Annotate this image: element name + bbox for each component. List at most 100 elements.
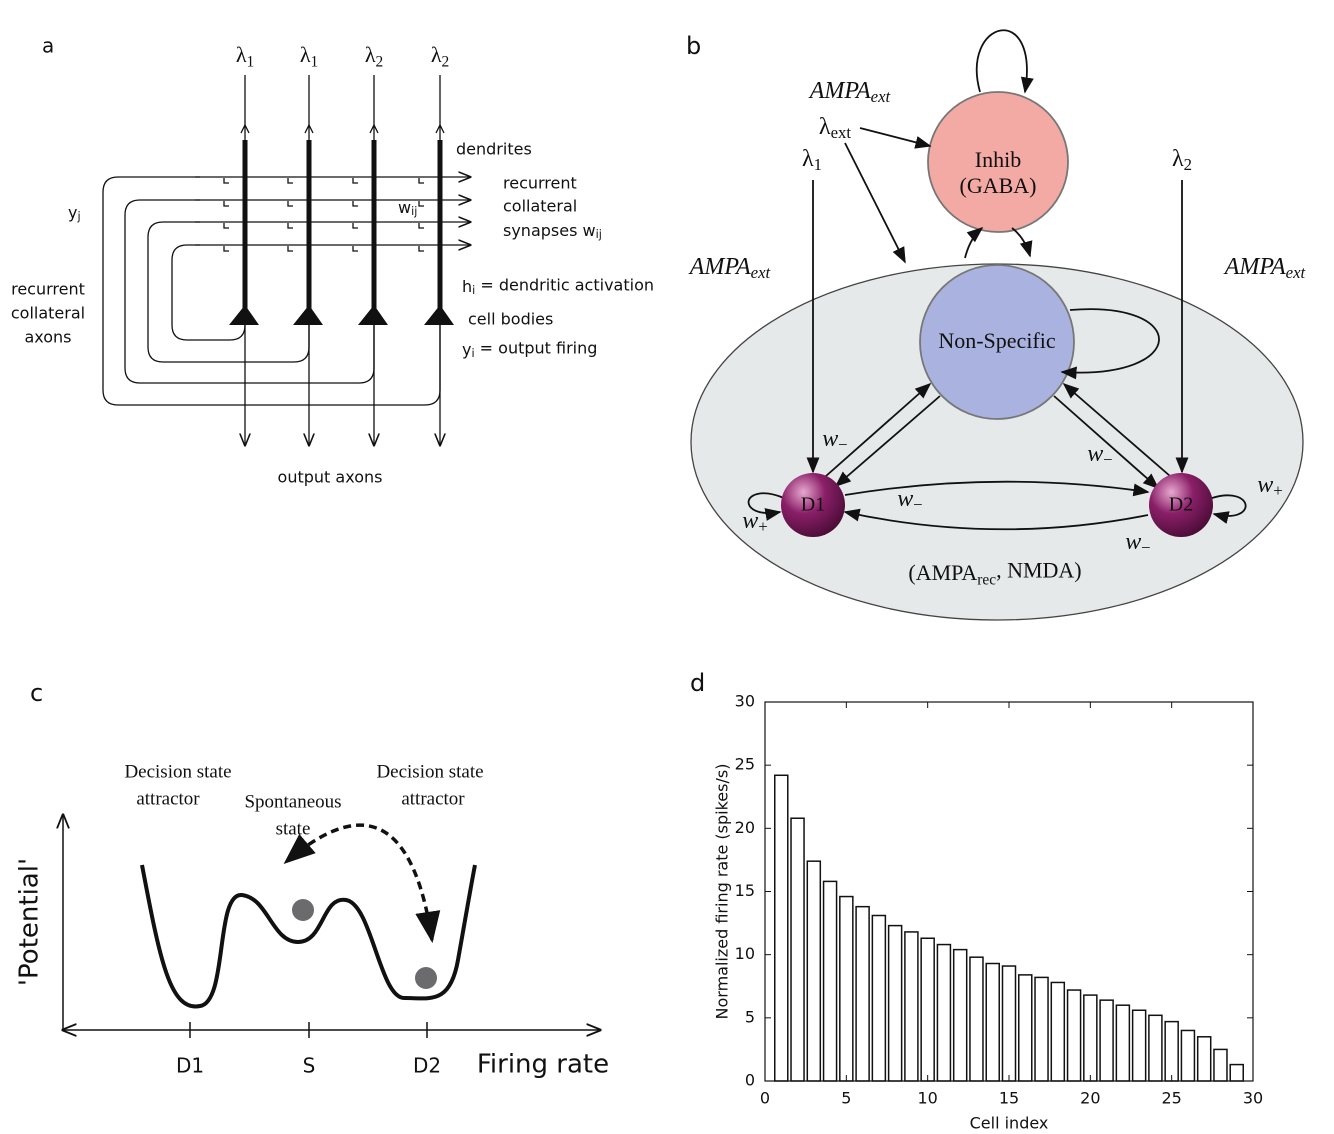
label-main: λ xyxy=(802,146,814,172)
label-subscript: j xyxy=(76,210,80,223)
label-main: λ xyxy=(819,114,831,140)
label-subscript: 1 xyxy=(246,53,254,70)
label: Spontaneous xyxy=(244,791,341,812)
bar xyxy=(1099,999,1114,1082)
label-main: h xyxy=(462,277,472,296)
bar xyxy=(839,895,854,1082)
bar xyxy=(1229,1063,1244,1082)
label-subscript: ext xyxy=(831,123,852,142)
label-main: (AMPA xyxy=(908,560,977,585)
bar xyxy=(1115,1004,1131,1082)
label: Decision state xyxy=(124,761,231,782)
label-tail: , NMDA) xyxy=(996,558,1082,583)
label: D1 xyxy=(176,1054,204,1078)
label: (AMPArec, NMDA) xyxy=(908,558,1081,588)
label: AMPAext xyxy=(688,254,771,282)
label: Decision state xyxy=(376,761,483,782)
label-main: w xyxy=(742,508,758,534)
label-subscript: ij xyxy=(411,205,417,218)
bar xyxy=(822,880,838,1082)
bar xyxy=(1196,1036,1212,1082)
bar xyxy=(1213,1048,1228,1082)
label-main: AMPA xyxy=(1223,254,1286,280)
bar xyxy=(1083,994,1098,1082)
label-main: synapses w xyxy=(503,221,596,240)
label: w+ xyxy=(1257,472,1282,500)
bar xyxy=(806,860,822,1082)
y-axis-label: Normalized firing rate (spikes/s) xyxy=(713,764,732,1020)
bar xyxy=(1018,974,1033,1082)
label-main: λ xyxy=(236,42,247,67)
bar xyxy=(855,905,870,1082)
label-subscript: − xyxy=(913,495,922,514)
panel-label: c xyxy=(30,679,43,707)
label: D2 xyxy=(1169,494,1193,516)
label: dendrites xyxy=(456,140,532,159)
label: w+ xyxy=(742,508,767,536)
label-subscript: − xyxy=(1103,450,1112,469)
bar xyxy=(1001,965,1017,1082)
label: λ1 xyxy=(300,42,318,70)
y-tick-label: 20 xyxy=(735,818,755,837)
label: axons xyxy=(24,328,71,347)
label-main: w xyxy=(398,198,411,217)
y-tick-label: 15 xyxy=(735,881,755,900)
label-main: λ xyxy=(365,42,376,67)
label: λ2 xyxy=(1172,146,1192,174)
label: Non-Specific xyxy=(938,328,1056,353)
label: AMPAext xyxy=(1223,254,1306,282)
label-main: w xyxy=(822,426,838,452)
label-subscript: ij xyxy=(596,228,602,241)
x-tick-label: 15 xyxy=(999,1089,1019,1108)
label-subscript: ext xyxy=(1286,263,1306,282)
label-subscript: 1 xyxy=(814,155,822,174)
bar-chart: d 0 5 10 15 20 25 30 0 5 10 15 20 25 30 Cell index Norma… xyxy=(690,669,1263,1133)
label: recurrent xyxy=(503,174,577,193)
bar xyxy=(887,924,903,1082)
label: yj xyxy=(68,203,81,223)
label: Firing rate xyxy=(477,1050,609,1080)
label: D2 xyxy=(413,1054,441,1078)
bar xyxy=(1131,1009,1147,1082)
label: λ2 xyxy=(431,42,449,70)
x-tick-label: 10 xyxy=(917,1089,937,1108)
panel-label: b xyxy=(686,32,701,60)
panel-label: d xyxy=(690,669,705,697)
bar xyxy=(790,817,805,1082)
bar xyxy=(1050,981,1066,1082)
label-main: w xyxy=(1125,529,1141,555)
bar xyxy=(1066,989,1082,1082)
x-tick-label: 5 xyxy=(841,1089,851,1108)
x-tick-label: 0 xyxy=(760,1089,770,1108)
label-main: λ xyxy=(431,42,442,67)
label: collateral xyxy=(11,304,85,323)
label: hi = dendritic activation xyxy=(462,275,654,297)
label: D1 xyxy=(801,494,825,516)
y-tick-label: 10 xyxy=(735,944,755,963)
bar xyxy=(904,931,919,1082)
label: wij xyxy=(398,198,417,218)
label-subscript: ext xyxy=(871,87,891,106)
y-tick-label: 5 xyxy=(745,1007,755,1026)
label: collateral xyxy=(503,197,577,216)
label: λ1 xyxy=(236,42,254,70)
bar xyxy=(1180,1029,1196,1082)
label-main: λ xyxy=(1172,146,1184,172)
label: w− xyxy=(897,486,922,514)
x-tick-label: 20 xyxy=(1080,1089,1100,1108)
label-main: w xyxy=(897,486,913,512)
label: λ2 xyxy=(365,42,383,70)
label-main: AMPA xyxy=(688,254,751,280)
label: w− xyxy=(822,426,847,454)
label: output axons xyxy=(278,468,383,487)
x-axis-label: Cell index xyxy=(970,1114,1049,1133)
x-tick-label: 30 xyxy=(1243,1089,1263,1108)
label: S xyxy=(303,1054,316,1078)
label-main: w xyxy=(1257,472,1273,498)
label-tail: = output firing xyxy=(475,338,598,357)
label-main: y xyxy=(68,203,77,222)
label: recurrent xyxy=(11,280,85,299)
bar xyxy=(1164,1020,1179,1082)
label-subscript: rec xyxy=(977,571,996,588)
label: (GABA) xyxy=(960,173,1037,198)
